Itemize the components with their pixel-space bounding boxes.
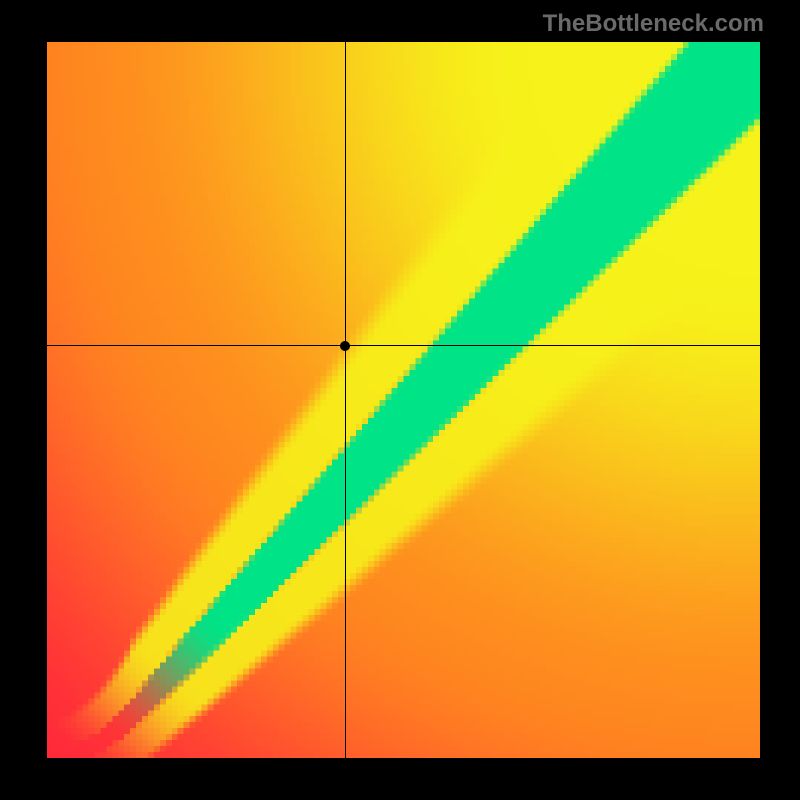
watermark-text: TheBottleneck.com bbox=[543, 10, 764, 38]
crosshair-marker bbox=[340, 341, 350, 351]
chart-container: TheBottleneck.com bbox=[0, 0, 800, 800]
bottleneck-heatmap bbox=[47, 42, 760, 758]
crosshair-vertical bbox=[345, 42, 346, 758]
crosshair-horizontal bbox=[47, 345, 760, 346]
